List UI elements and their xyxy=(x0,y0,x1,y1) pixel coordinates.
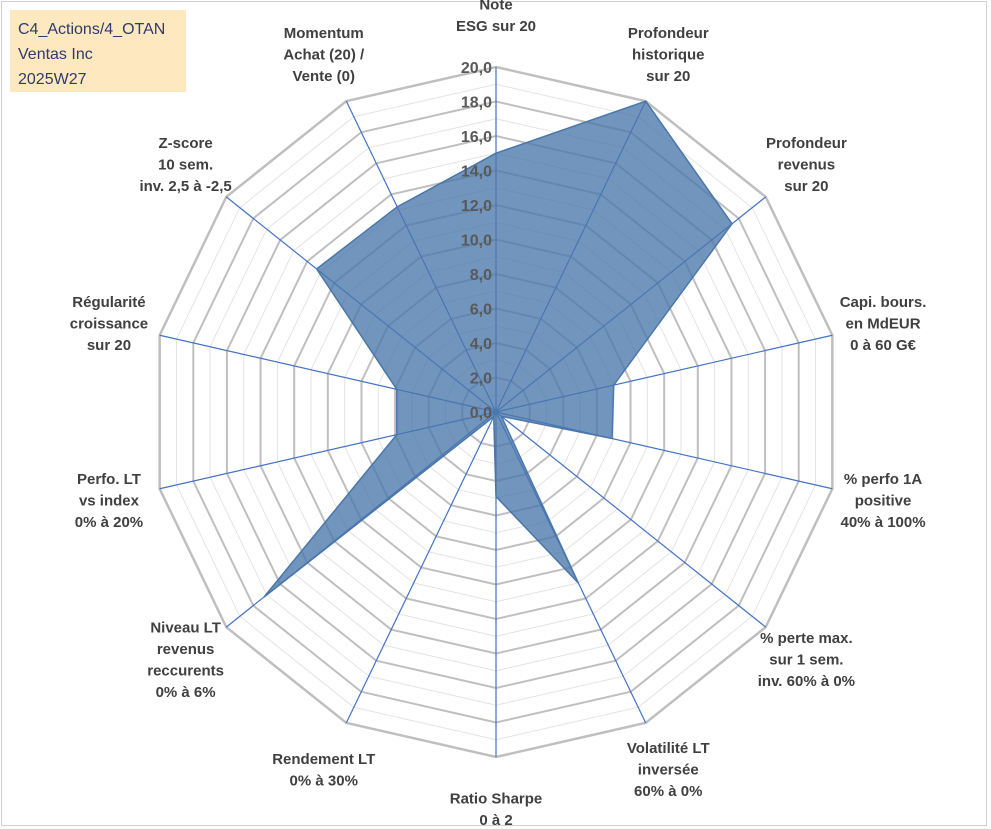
tick-label: 10,0 xyxy=(461,233,492,250)
axis-label-line: Ratio Sharpe xyxy=(450,790,543,807)
info-line-company: Ventas Inc xyxy=(18,46,93,63)
axis-label-line: positive xyxy=(855,492,912,509)
axis-label-line: Niveau LT xyxy=(150,619,221,636)
tick-label: 2,0 xyxy=(470,371,492,388)
axis-label-line: Perfo. LT xyxy=(77,471,141,488)
axis-label-line: ESG sur 20 xyxy=(456,18,536,35)
info-box: C4_Actions/4_OTAN Ventas Inc 2025W27 xyxy=(10,10,186,92)
axis-label: Note ESG sur 20 xyxy=(456,0,536,35)
tick-label: 8,0 xyxy=(470,267,492,284)
axis-label-line: inv. 2,5 à -2,5 xyxy=(139,178,231,195)
axis-label-line: reccurents xyxy=(147,662,224,679)
axis-label-line: sur 1 sem. xyxy=(769,652,843,669)
axis-label: % perfo 1A positive 40% à 100% xyxy=(841,471,926,531)
axis-label-line: 0% à 6% xyxy=(156,684,216,701)
series-area xyxy=(263,100,733,598)
axis-label-line: 40% à 100% xyxy=(841,514,926,531)
axis-label-line: vs index xyxy=(79,492,140,509)
axis-label-line: historique xyxy=(632,46,705,63)
axis-label-line: Momentum xyxy=(284,25,364,42)
axis-label-line: revenus xyxy=(778,156,836,173)
axis-label-line: 60% à 0% xyxy=(634,783,702,800)
series-layer xyxy=(263,100,733,598)
axis-spoke xyxy=(495,411,767,628)
axis-label: Z-score 10 sem. inv. 2,5 à -2,5 xyxy=(139,135,231,195)
tick-label: 0,0 xyxy=(470,405,492,422)
axis-label: Ratio Sharpe 0 à 2 xyxy=(450,790,543,829)
axis-label: Profondeur revenus sur 20 xyxy=(766,135,847,195)
axis-label-line: % perte max. xyxy=(760,630,853,647)
tick-label: 6,0 xyxy=(470,302,492,319)
axis-label-line: 0% à 30% xyxy=(290,772,358,789)
axis-label-line: inv. 60% à 0% xyxy=(758,673,855,690)
axis-label-line: Achat (20) / xyxy=(283,46,365,63)
axis-label-line: Rendement LT xyxy=(272,751,375,768)
tick-labels: 0,0 2,0 4,0 6,0 8,0 10,0 12,0 14,0 16,0 18,0 20,0 xyxy=(461,60,492,422)
axis-label-line: 0 à 60 G€ xyxy=(850,337,917,354)
axis-label: Capi. bours. en MdEUR 0 à 60 G€ xyxy=(840,294,927,354)
axis-label-line: 0% à 20% xyxy=(75,514,143,531)
axis-label-line: Profondeur xyxy=(766,135,847,152)
axis-label-line: Régularité xyxy=(72,294,145,311)
axis-label: Perfo. LT vs index 0% à 20% xyxy=(75,471,143,531)
axis-labels: Note ESG sur 20 Profondeur historique sur 20… xyxy=(70,0,927,829)
axis-label: Niveau LT revenus reccurents 0% à 6% xyxy=(147,619,224,701)
axis-label-line: Note xyxy=(479,0,512,13)
info-line-portfolio: C4_Actions/4_OTAN xyxy=(18,21,166,38)
axis-label-line: sur 20 xyxy=(646,68,690,85)
tick-label: 20,0 xyxy=(461,60,492,77)
axis-label-line: % perfo 1A xyxy=(844,471,923,488)
axis-label-line: en MdEUR xyxy=(846,316,921,333)
axis-label-line: 10 sem. xyxy=(158,156,213,173)
tick-label: 14,0 xyxy=(461,164,492,181)
axis-spoke xyxy=(345,411,497,724)
axis-label: Rendement LT 0% à 30% xyxy=(272,751,375,790)
axis-label-line: sur 20 xyxy=(87,337,131,354)
axis-label-line: Profondeur xyxy=(628,25,709,42)
axis-label-line: Volatilité LT xyxy=(627,740,710,757)
info-line-week: 2025W27 xyxy=(18,71,87,88)
tick-label: 18,0 xyxy=(461,95,492,112)
axis-label-line: Capi. bours. xyxy=(840,294,927,311)
axis-label: % perte max. sur 1 sem. inv. 60% à 0% xyxy=(758,630,855,690)
axis-label-line: Vente (0) xyxy=(292,68,355,85)
axis-label-line: revenus xyxy=(157,641,215,658)
tick-label: 16,0 xyxy=(461,129,492,146)
axis-label: Profondeur historique sur 20 xyxy=(628,25,709,85)
axis-label-line: inversée xyxy=(638,762,699,779)
axis-label-line: sur 20 xyxy=(784,178,828,195)
axis-label: Régularité croissance sur 20 xyxy=(70,294,148,354)
axis-label-line: Z-score xyxy=(159,135,213,152)
tick-label: 4,0 xyxy=(470,336,492,353)
tick-label: 12,0 xyxy=(461,198,492,215)
axis-label-line: 0 à 2 xyxy=(479,812,512,829)
axis-label: Volatilité LT inversée 60% à 0% xyxy=(627,740,710,800)
axis-label: Momentum Achat (20) / Vente (0) xyxy=(283,25,365,85)
axis-label-line: croissance xyxy=(70,316,148,333)
